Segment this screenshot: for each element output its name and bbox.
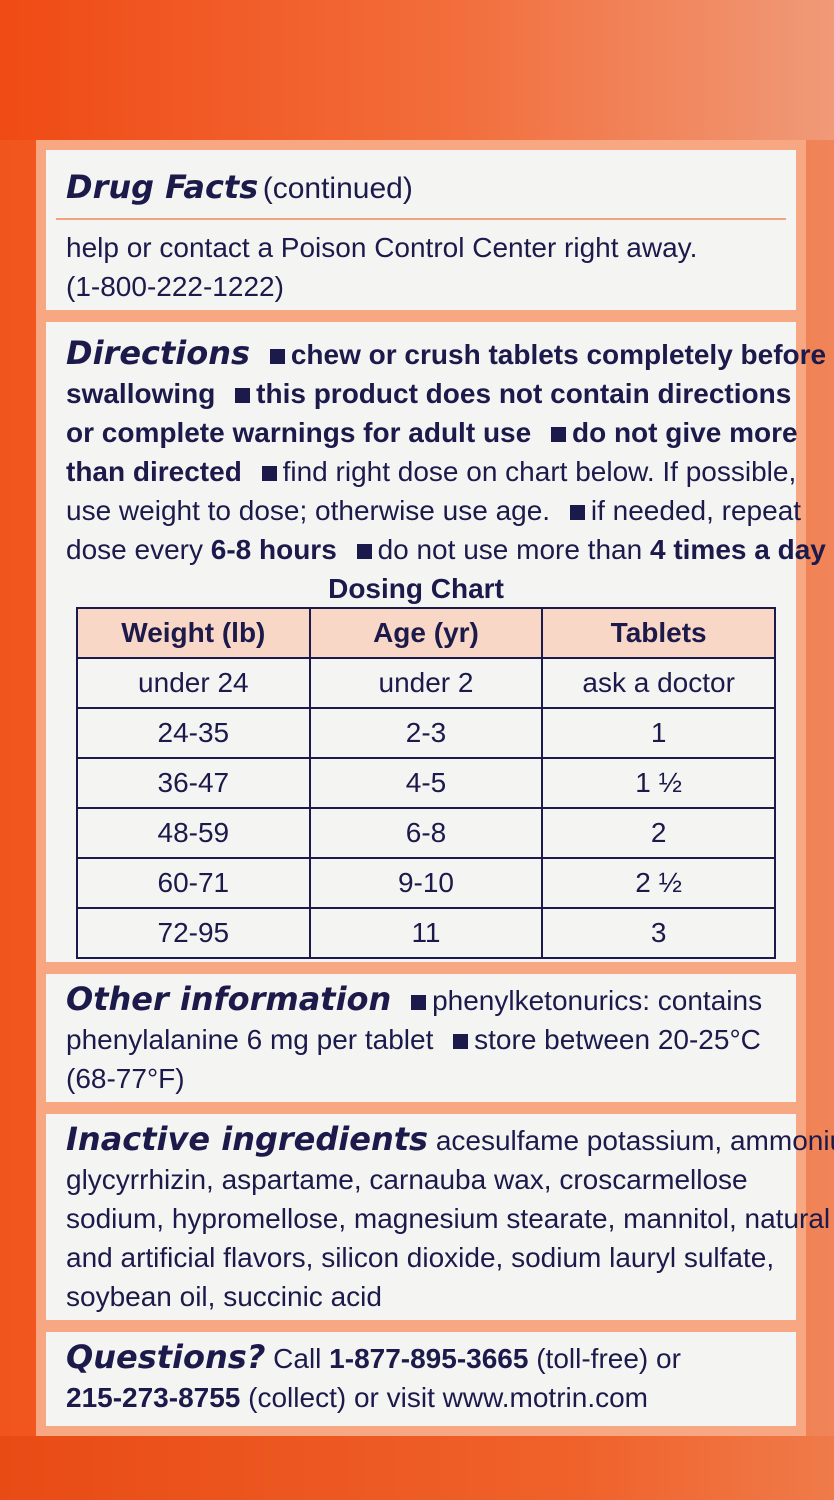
directions-text: do not use more than	[377, 534, 650, 565]
bullet-square	[569, 505, 585, 520]
inactive-ingredients-text: sodium, hypromellose, magnesium stearate…	[66, 1203, 831, 1234]
table-cell: 60-71	[76, 857, 311, 909]
questions-heading: Questions?	[66, 1338, 266, 1376]
table-cell: 11	[308, 907, 544, 959]
questions-text: (toll-free) or	[528, 1343, 681, 1374]
inactive-ingredients-text: soybean oil, succinic acid	[66, 1281, 382, 1312]
table-row: 60-71 9-10 2 ½	[76, 857, 776, 909]
directions-text: dose every	[66, 534, 211, 565]
top-print-line	[360, 8, 370, 130]
top-print-line	[180, 8, 190, 130]
inactive-ingredients-text: and artificial flavors, silicon dioxide,…	[66, 1242, 775, 1273]
table-row: 48-59 6-8 2	[76, 807, 776, 859]
directions-text: 4 times a day	[649, 534, 826, 565]
table-cell: 6-8	[308, 807, 544, 859]
other-information-heading: Other information	[66, 980, 392, 1018]
directions-text: than directed	[66, 456, 242, 487]
other-information-section: Other information phenylketonurics: cont…	[46, 974, 796, 1102]
table-cell: 3	[541, 907, 776, 959]
bullet-square	[269, 349, 285, 364]
questions-text: (collect) or visit www.motrin.com	[240, 1382, 648, 1413]
collect-phone: 215-273-8755	[66, 1382, 241, 1413]
top-print-line	[60, 8, 70, 130]
table-cell: 2 ½	[541, 857, 776, 909]
drug-facts-heading: Drug Facts	[66, 168, 259, 206]
other-information-text: store between 20-25°C	[474, 1024, 761, 1055]
drug-facts-panel: Drug Facts (continued) help or contact a…	[36, 140, 834, 1436]
column-header-tablets: Tablets	[541, 607, 776, 659]
other-information-text: phenylalanine 6 mg per tablet	[66, 1024, 434, 1055]
table-cell: 72-95	[76, 907, 311, 959]
inactive-ingredients-section: Inactive ingredients acesulfame potassiu…	[46, 1114, 834, 1320]
directions-text: swallowing	[66, 378, 216, 409]
table-cell: 48-59	[76, 807, 311, 859]
bullet-square	[356, 544, 372, 559]
top-print-line	[208, 8, 218, 130]
bullet-square	[453, 1034, 469, 1049]
directions-text: this product does not contain directions	[256, 378, 792, 409]
bullet-square	[411, 995, 427, 1010]
bullet-square	[550, 427, 566, 442]
table-cell: 36-47	[76, 757, 311, 809]
other-information-text: (68-77°F)	[66, 1063, 185, 1094]
top-print-line	[222, 8, 232, 130]
top-print-line	[460, 8, 470, 130]
toll-free-phone: 1-877-895-3665	[329, 1343, 529, 1374]
package-bottom-edge	[0, 1436, 834, 1500]
table-header-row: Weight (lb) Age (yr) Tablets	[76, 607, 776, 659]
directions-text: 6-8 hours	[210, 534, 337, 565]
drug-facts-section: Drug Facts (continued) help or contact a…	[46, 150, 796, 310]
bullet-square	[261, 466, 277, 481]
questions-text: Call	[265, 1343, 330, 1374]
top-print-line	[74, 8, 84, 130]
package-top-flap	[0, 0, 834, 140]
table-cell: 2-3	[308, 707, 544, 759]
directions-text: use weight to dose; otherwise use age.	[66, 495, 551, 526]
section-divider	[56, 218, 786, 220]
table-cell: 9-10	[308, 857, 544, 909]
other-information-text: phenylketonurics: contains	[432, 985, 763, 1016]
table-cell: under 2	[308, 657, 544, 709]
inactive-ingredients-text: glycyrrhizin, aspartame, carnauba wax, c…	[66, 1164, 748, 1195]
table-cell: ask a doctor	[541, 657, 776, 709]
table-cell: 1 ½	[541, 757, 776, 809]
table-cell: under 24	[76, 657, 311, 709]
dosing-chart-title: Dosing Chart	[328, 573, 504, 604]
directions-section: Directions chew or crush tablets complet…	[46, 322, 826, 962]
column-header-weight: Weight (lb)	[76, 607, 311, 659]
top-print-line	[194, 8, 204, 130]
inactive-ingredients-heading: Inactive ingredients	[66, 1120, 429, 1158]
poison-control-phone: (1-800-222-1222)	[66, 271, 284, 302]
directions-heading: Directions	[66, 334, 251, 372]
bullet-square	[235, 388, 251, 403]
questions-section: Questions? Call 1-877-895-3665 (toll-fre…	[46, 1332, 796, 1426]
directions-text: or complete warnings for adult use	[66, 417, 532, 448]
poison-control-text: help or contact a Poison Control Center …	[66, 232, 698, 263]
table-row: under 24 under 2 ask a doctor	[76, 657, 776, 709]
directions-text: if needed, repeat	[590, 495, 802, 526]
table-cell: 2	[541, 807, 776, 859]
top-print-line	[88, 8, 98, 130]
top-flap-print	[60, 8, 520, 130]
directions-text: chew or crush tablets completely before	[290, 339, 827, 370]
directions-text: do not give more	[571, 417, 798, 448]
directions-text: find right dose on chart below. If possi…	[282, 456, 797, 487]
table-cell: 24-35	[76, 707, 311, 759]
table-row: 36-47 4-5 1 ½	[76, 757, 776, 809]
drug-facts-continued: (continued)	[262, 172, 413, 205]
table-cell: 4-5	[308, 757, 544, 809]
column-header-age: Age (yr)	[308, 607, 544, 659]
inactive-ingredients-text: acesulfame potassium, ammonium	[435, 1125, 834, 1156]
dosing-chart-table: Weight (lb) Age (yr) Tablets under 24 un…	[76, 607, 776, 959]
table-row: 24-35 2-3 1	[76, 707, 776, 759]
table-row: 72-95 11 3	[76, 907, 776, 959]
table-cell: 1	[541, 707, 776, 759]
